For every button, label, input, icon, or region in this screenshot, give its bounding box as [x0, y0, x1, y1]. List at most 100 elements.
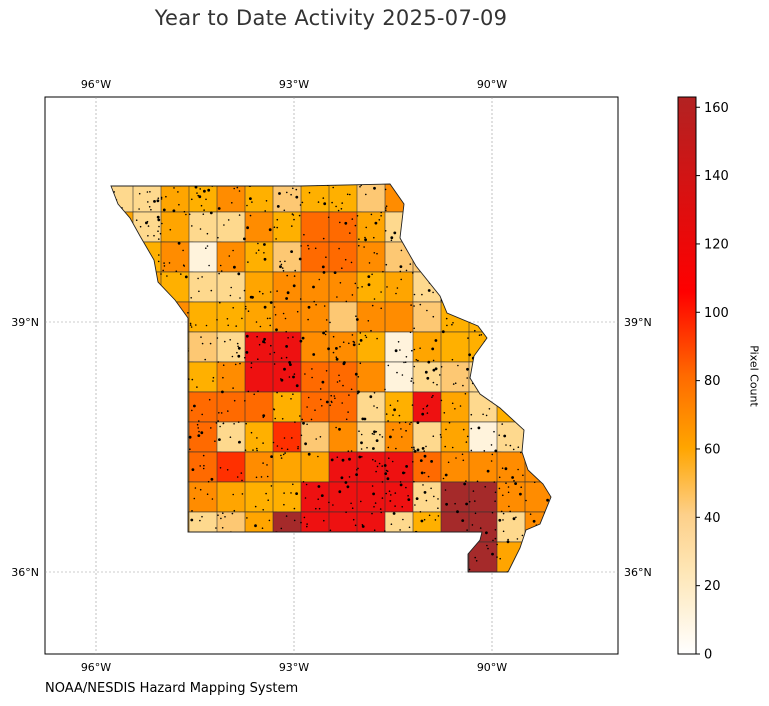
detection-point	[367, 275, 371, 278]
detection-point	[262, 442, 264, 444]
county-polygon	[244, 211, 278, 243]
detection-point	[256, 449, 258, 452]
detection-point	[232, 307, 234, 309]
lat-label-left-36n: 36°N	[11, 566, 39, 579]
detection-point	[520, 451, 522, 454]
detection-point	[321, 265, 325, 269]
county-polygon	[188, 184, 222, 213]
detection-point	[432, 291, 434, 294]
detection-point	[262, 292, 264, 295]
detection-point	[231, 512, 234, 515]
detection-point	[372, 447, 375, 450]
detection-point	[413, 450, 417, 453]
county-polygon	[328, 421, 362, 453]
detection-point	[405, 465, 408, 468]
detection-point	[272, 441, 275, 444]
detection-point	[378, 219, 381, 221]
detection-point	[157, 260, 160, 263]
detection-point	[266, 464, 268, 466]
detection-point	[392, 512, 396, 515]
detection-point	[337, 209, 340, 212]
detection-point	[150, 208, 152, 211]
detection-point	[227, 219, 230, 221]
detection-point	[348, 394, 350, 396]
detection-point	[375, 439, 379, 442]
detection-point	[197, 277, 199, 280]
colorbar-tick-label: 140	[704, 169, 729, 184]
detection-point	[258, 290, 261, 293]
detection-point	[314, 409, 316, 412]
detection-point	[434, 339, 438, 342]
detection-point	[333, 271, 337, 274]
detection-point	[286, 448, 289, 451]
detection-point	[468, 568, 471, 571]
detection-point	[200, 431, 204, 435]
detection-point	[216, 337, 219, 339]
detection-point	[379, 508, 382, 510]
county-polygon	[356, 301, 390, 333]
detection-point	[397, 341, 400, 343]
detection-point	[148, 206, 151, 208]
detection-point	[224, 516, 226, 518]
county-polygon	[384, 451, 418, 483]
detection-point	[210, 289, 213, 292]
detection-point	[276, 290, 278, 292]
detection-point	[423, 454, 427, 458]
detection-point	[229, 294, 232, 297]
detection-point	[247, 390, 250, 393]
detection-point	[465, 502, 468, 506]
detection-point	[283, 367, 286, 371]
detection-point	[373, 186, 376, 190]
county-polygon	[216, 271, 250, 303]
detection-point	[512, 448, 515, 451]
detection-point	[235, 325, 237, 327]
colorbar-tick-label: 60	[704, 442, 721, 457]
detection-point	[363, 246, 365, 248]
county-polygon	[440, 481, 474, 513]
detection-point	[385, 209, 387, 211]
detection-point	[491, 511, 494, 514]
detection-point	[413, 327, 416, 330]
detection-point	[396, 287, 399, 289]
detection-point	[273, 226, 276, 228]
detection-point	[285, 297, 288, 300]
detection-point	[437, 507, 439, 510]
detection-point	[273, 306, 276, 308]
detection-point	[427, 289, 431, 292]
detection-point	[243, 237, 246, 241]
detection-point	[373, 392, 376, 394]
detection-point	[335, 357, 339, 361]
detection-point	[293, 218, 295, 221]
detection-point	[222, 422, 225, 425]
detection-point	[216, 319, 218, 321]
detection-point	[426, 412, 429, 414]
detection-point	[284, 452, 286, 454]
detection-point	[372, 458, 374, 461]
detection-point	[380, 291, 382, 293]
detection-point	[411, 377, 413, 380]
detection-point	[281, 447, 283, 450]
detection-point	[466, 435, 469, 438]
detection-point	[236, 476, 239, 478]
detection-point	[257, 390, 259, 393]
detection-point	[284, 260, 286, 263]
detection-point	[257, 358, 259, 361]
detection-point	[346, 485, 350, 489]
detection-point	[370, 329, 372, 332]
detection-point	[255, 321, 258, 323]
detection-point	[233, 509, 236, 512]
detection-point	[322, 197, 325, 199]
detection-point	[522, 474, 524, 477]
detection-point	[385, 207, 387, 209]
detection-point	[259, 325, 262, 328]
colorbar-label: Pixel Count	[747, 345, 761, 407]
detection-point	[411, 446, 413, 449]
county-polygon	[188, 451, 222, 483]
detection-point	[177, 241, 181, 245]
detection-point	[391, 460, 394, 463]
detection-point	[263, 243, 266, 246]
detection-point	[382, 270, 384, 273]
detection-point	[300, 521, 302, 524]
detection-point	[307, 396, 310, 399]
county-polygon	[272, 391, 306, 423]
